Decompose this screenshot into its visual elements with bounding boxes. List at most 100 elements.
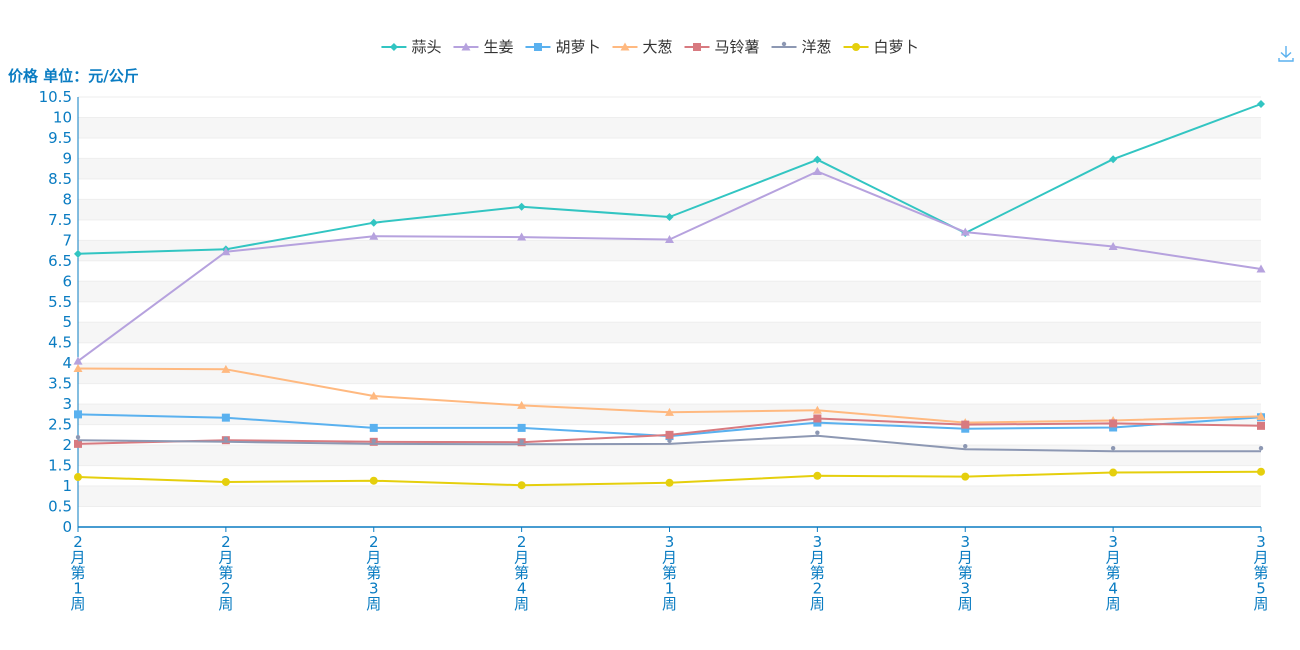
data-point — [75, 434, 81, 440]
y-tick-label: 5 — [62, 313, 72, 331]
data-point — [517, 202, 526, 211]
data-point — [665, 212, 674, 221]
data-point — [1109, 155, 1118, 164]
data-point — [74, 410, 82, 419]
y-tick-label: 0.5 — [48, 498, 72, 516]
y-tick-label: 1.5 — [48, 457, 72, 475]
y-tick-label: 7.5 — [48, 211, 72, 229]
data-point — [221, 477, 230, 486]
data-point — [369, 476, 378, 485]
legend-item[interactable]: 大葱 — [612, 38, 673, 56]
y-tick-label: 2 — [62, 436, 72, 454]
grid-band — [78, 486, 1261, 507]
data-point — [221, 413, 230, 422]
y-tick-label: 6 — [62, 272, 72, 290]
series-line — [77, 434, 1261, 453]
legend-item[interactable]: 生姜 — [453, 38, 513, 56]
data-point — [1109, 419, 1118, 428]
y-tick-label: 4 — [62, 354, 72, 372]
y-tick-label: 6.5 — [48, 252, 72, 270]
legend-item[interactable]: 白萝卜 — [843, 38, 919, 56]
data-point — [73, 356, 83, 365]
data-point — [1256, 411, 1266, 420]
series-6 — [75, 430, 1264, 453]
y-tick-label: 3 — [62, 395, 72, 413]
data-point — [812, 405, 822, 414]
legend-label: 蒜头 — [411, 38, 441, 56]
grid-band — [78, 117, 1261, 138]
x-tick-label: 2 月第 2 周 — [218, 533, 233, 613]
data-point — [963, 443, 968, 449]
x-tick-label: 3 月第 3 周 — [958, 533, 973, 613]
data-point — [665, 235, 674, 244]
y-tick-label: 1 — [62, 477, 72, 495]
y-tick-label: 2.5 — [48, 416, 72, 434]
grid-band — [78, 158, 1261, 179]
data-point — [961, 472, 970, 481]
download-icon[interactable] — [1276, 44, 1296, 64]
data-point — [961, 424, 970, 433]
legend-swatch-marker — [620, 42, 630, 51]
data-point — [1257, 99, 1265, 108]
legend-label: 白萝卜 — [874, 38, 919, 56]
legend[interactable]: 蒜头 生姜 胡萝卜 大葱 马铃薯 洋葱 白萝卜 — [381, 38, 919, 56]
y-axis: 0 0.5 1 1.5 2 2.5 3 3.5 4 4.5 5 5.5 6 6.5 7 7.5 8 8.5 9 9.5… — [39, 88, 79, 536]
y-tick-label: 9.5 — [48, 129, 72, 147]
data-point — [517, 400, 527, 409]
x-tick-label: 2 月第 3 周 — [366, 533, 381, 613]
data-point — [1256, 264, 1266, 273]
x-axis: 2 月第 1 周 2 月第 2 周 2 月第 3 周 2 月第 4 周 3 月第 1 周 3 月第 2 周 3 月第 3 周 3 月第 4 周… — [70, 526, 1269, 613]
data-point — [813, 471, 822, 480]
data-point — [960, 227, 970, 236]
data-point — [74, 439, 82, 448]
legend-item[interactable]: 马铃薯 — [684, 38, 760, 56]
grid-band — [78, 322, 1261, 343]
legend-item[interactable]: 胡萝卜 — [525, 38, 600, 56]
data-point — [517, 481, 526, 490]
legend-label: 马铃薯 — [715, 38, 760, 56]
data-point — [517, 423, 526, 432]
data-point — [667, 438, 672, 444]
legend-label: 生姜 — [483, 38, 513, 56]
data-point — [1108, 241, 1118, 250]
data-point — [369, 231, 379, 240]
data-point — [812, 167, 822, 176]
data-point — [74, 473, 82, 482]
data-point — [519, 439, 524, 444]
x-tick-label: 2 月第 4 周 — [514, 533, 529, 613]
x-tick-label: 3 月第 2 周 — [810, 533, 825, 613]
legend-swatch-marker — [781, 41, 787, 47]
data-point — [665, 430, 674, 439]
grid-band — [78, 363, 1261, 384]
grid-band — [78, 199, 1261, 220]
data-point — [665, 478, 674, 487]
y-tick-label: 9 — [62, 149, 72, 167]
legend-label: 大葱 — [642, 38, 672, 56]
legend-swatch-marker — [693, 43, 702, 51]
plot-bands — [78, 117, 1261, 507]
legend-label: 胡萝卜 — [555, 38, 600, 56]
legend-swatch-marker — [533, 43, 542, 51]
y-tick-label: 10.5 — [39, 88, 72, 106]
data-point — [371, 438, 376, 444]
data-point — [369, 218, 378, 227]
x-tick-label: 3 月第 1 周 — [662, 533, 677, 613]
data-point — [813, 155, 822, 164]
legend-item[interactable]: 洋葱 — [771, 38, 832, 56]
legend-swatch-marker — [389, 43, 398, 51]
legend-item[interactable]: 蒜头 — [381, 38, 441, 56]
data-point — [74, 249, 82, 258]
data-point — [73, 364, 83, 373]
data-point — [1109, 423, 1118, 432]
data-point — [517, 232, 527, 241]
y-tick-label: 0 — [62, 518, 72, 536]
data-point — [813, 414, 822, 423]
data-point — [813, 418, 822, 427]
grid-band — [78, 240, 1261, 261]
data-point — [665, 407, 674, 416]
legend-swatch-marker — [852, 43, 861, 51]
y-axis-label: 价格 单位：元/公斤 — [8, 67, 139, 85]
data-point — [961, 420, 970, 429]
y-tick-label: 7 — [62, 231, 72, 249]
x-tick-label: 3 月第 4 周 — [1106, 533, 1121, 613]
